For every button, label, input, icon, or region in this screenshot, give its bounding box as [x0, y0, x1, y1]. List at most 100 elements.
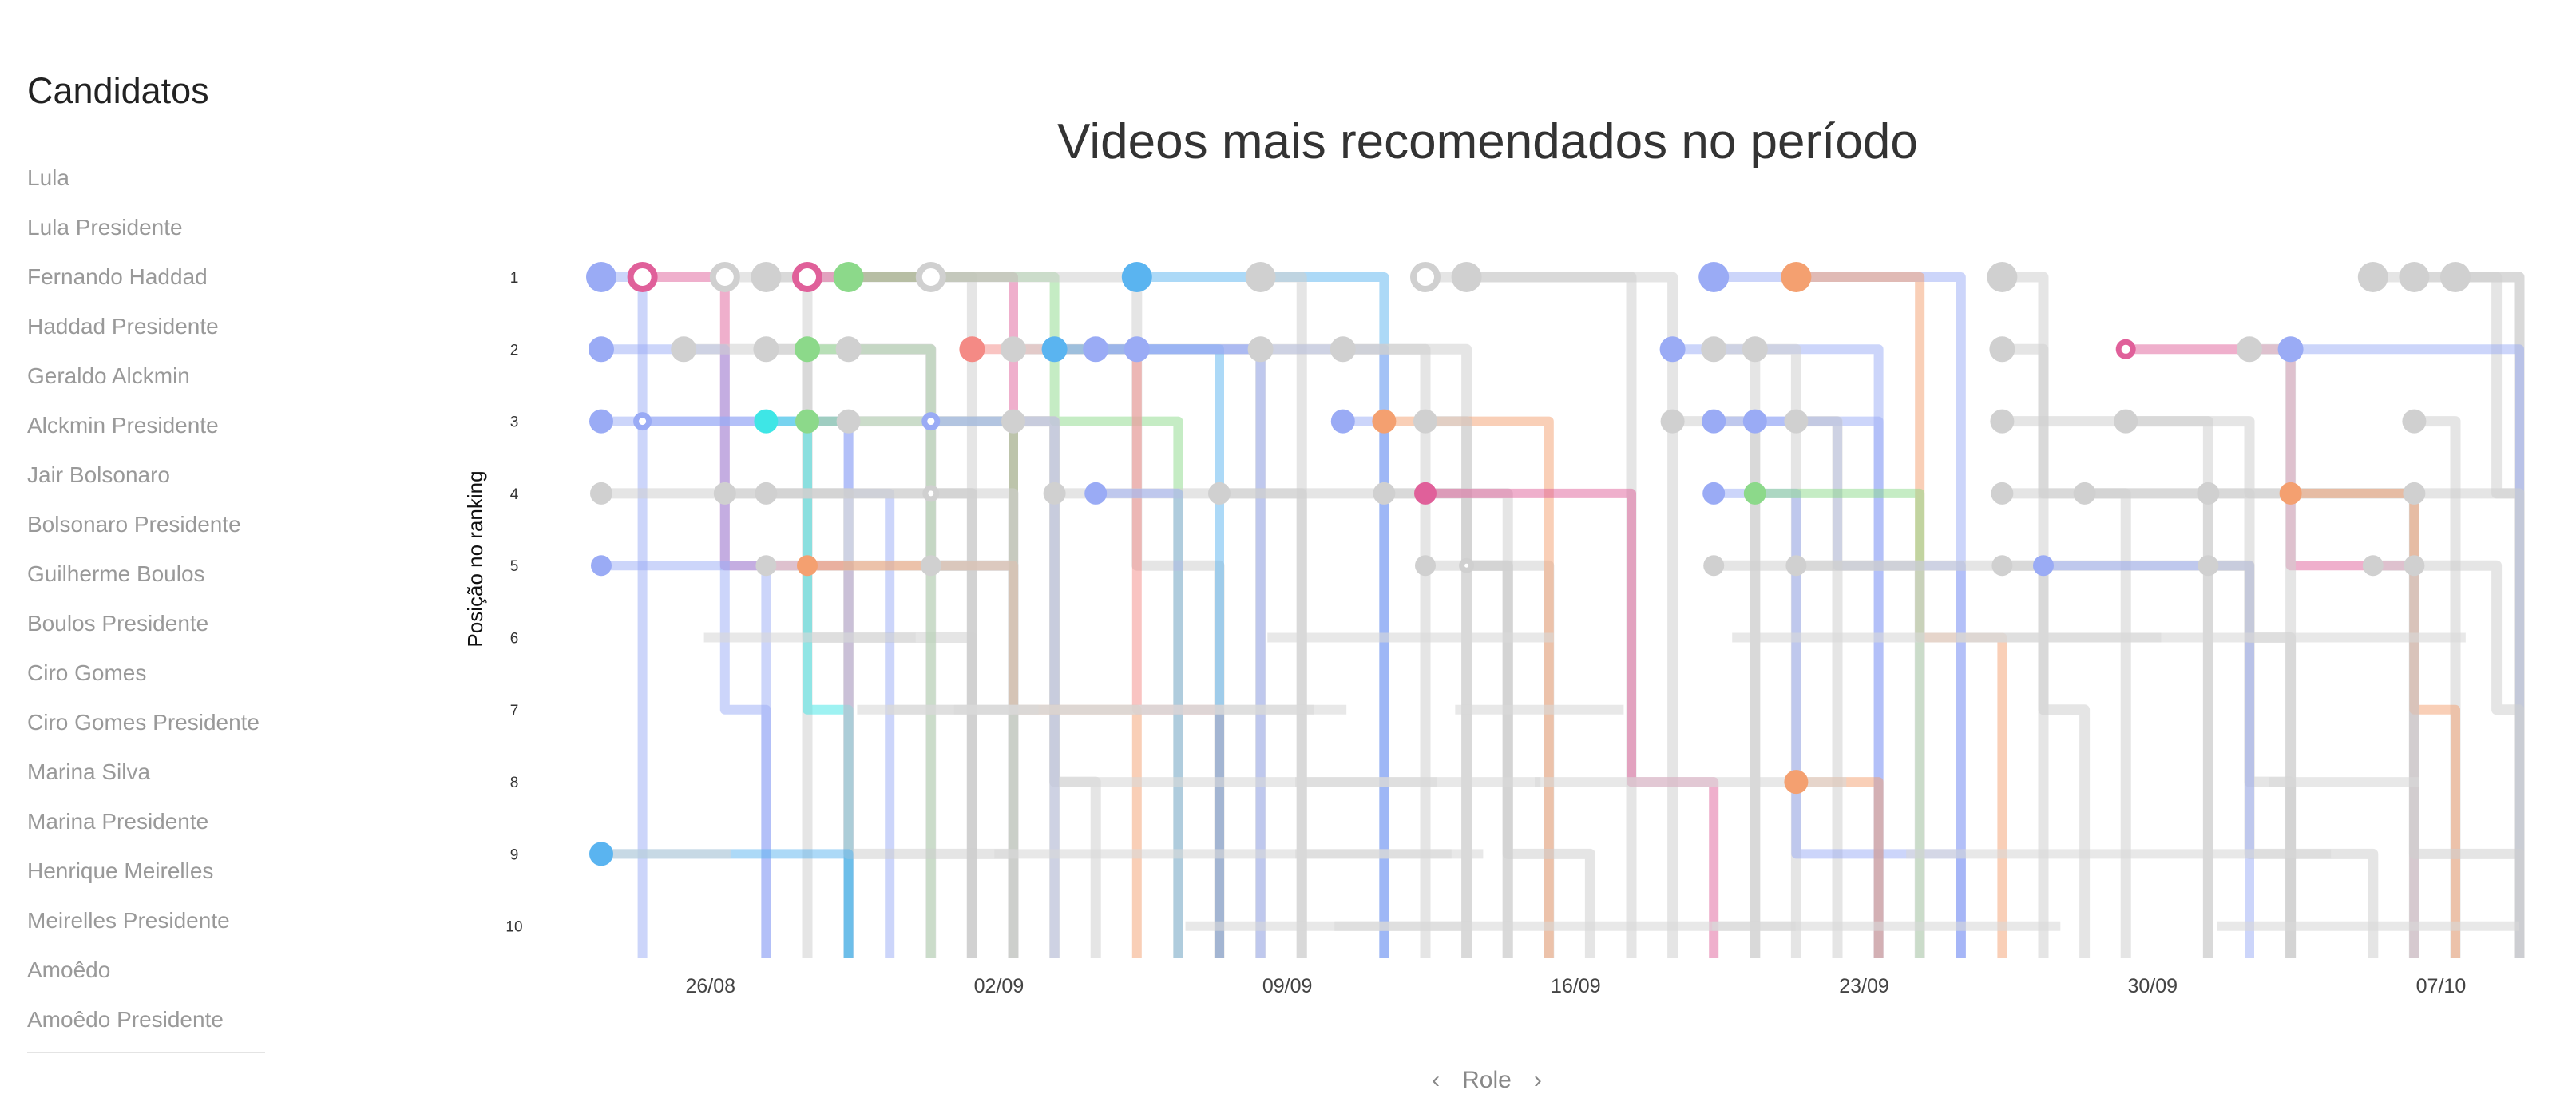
ranking-point[interactable]: [797, 555, 818, 577]
ranking-point-ring[interactable]: [633, 412, 652, 431]
ranking-point[interactable]: [671, 336, 697, 363]
ranking-point[interactable]: [1372, 409, 1397, 434]
candidate-item[interactable]: Guilherme Boulos: [27, 561, 205, 586]
ranking-point[interactable]: [2399, 262, 2430, 292]
candidate-item[interactable]: Marina Presidente: [27, 809, 209, 834]
ranking-point-ring[interactable]: [709, 262, 740, 292]
ranking-point[interactable]: [751, 262, 782, 292]
ranking-point[interactable]: [589, 336, 614, 363]
ranking-point[interactable]: [1330, 409, 1355, 434]
ranking-point[interactable]: [590, 482, 612, 505]
ranking-point[interactable]: [1991, 555, 2013, 577]
prev-button[interactable]: ‹: [1432, 1067, 1441, 1093]
ranking-point[interactable]: [1990, 409, 2015, 434]
candidate-item[interactable]: Lula Presidente: [27, 215, 183, 240]
pager-label[interactable]: Role: [1462, 1067, 1512, 1093]
ranking-point[interactable]: [1784, 770, 1809, 795]
ranking-point[interactable]: [2073, 482, 2096, 505]
ranking-point[interactable]: [2357, 262, 2388, 292]
ranking-point[interactable]: [1701, 336, 1727, 363]
candidate-item[interactable]: Lula: [27, 165, 69, 190]
ranking-point[interactable]: [1208, 482, 1231, 505]
ranking-point[interactable]: [1659, 336, 1686, 363]
ranking-point[interactable]: [1989, 336, 2015, 363]
ranking-point-ring[interactable]: [792, 262, 822, 292]
candidate-item[interactable]: Ciro Gomes: [27, 660, 147, 685]
ranking-point[interactable]: [753, 336, 779, 363]
candidate-item[interactable]: Ciro Gomes Presidente: [27, 710, 260, 735]
ranking-point[interactable]: [1660, 409, 1685, 434]
ranking-point[interactable]: [2279, 482, 2302, 505]
ranking-point[interactable]: [1001, 409, 1025, 434]
ranking-point[interactable]: [1373, 482, 1396, 505]
candidate-item[interactable]: Henrique Meirelles: [27, 858, 214, 883]
candidate-item[interactable]: Jair Bolsonaro: [27, 462, 170, 487]
ranking-point[interactable]: [836, 409, 861, 434]
ranking-point[interactable]: [2403, 482, 2426, 505]
candidate-item[interactable]: Alckmin Presidente: [27, 413, 219, 438]
ranking-point[interactable]: [589, 409, 613, 434]
ranking-point[interactable]: [1702, 482, 1726, 505]
ranking-point[interactable]: [2440, 262, 2471, 292]
ranking-point[interactable]: [2402, 409, 2427, 434]
ranking-point[interactable]: [2033, 555, 2054, 577]
ranking-point[interactable]: [755, 482, 778, 505]
ranking-point[interactable]: [835, 336, 862, 363]
candidate-item[interactable]: Fernando Haddad: [27, 264, 208, 289]
ranking-point[interactable]: [833, 262, 864, 292]
candidate-item[interactable]: Amoêdo: [27, 957, 111, 982]
ranking-point[interactable]: [1742, 336, 1768, 363]
ranking-point[interactable]: [2237, 336, 2262, 363]
ranking-point-ring[interactable]: [2115, 339, 2136, 359]
ranking-point-ring[interactable]: [915, 262, 946, 292]
ranking-point[interactable]: [1247, 336, 1274, 363]
ranking-point-ring[interactable]: [1459, 557, 1475, 573]
ranking-point[interactable]: [920, 555, 941, 577]
candidate-item[interactable]: Marina Silva: [27, 759, 151, 784]
ranking-point[interactable]: [1121, 262, 1152, 292]
ranking-point[interactable]: [1784, 409, 1809, 434]
ranking-point-ring[interactable]: [627, 262, 658, 292]
candidate-item[interactable]: Amoêdo Presidente: [27, 1007, 224, 1032]
ranking-point-ring[interactable]: [1410, 262, 1441, 292]
ranking-point[interactable]: [591, 555, 612, 577]
ranking-point[interactable]: [1041, 336, 1068, 363]
ranking-point[interactable]: [2277, 336, 2304, 363]
next-button[interactable]: ›: [1533, 1067, 1542, 1093]
ranking-point[interactable]: [2197, 482, 2220, 505]
candidate-item[interactable]: Haddad Presidente: [27, 314, 219, 339]
ranking-point[interactable]: [2404, 555, 2425, 577]
ranking-point[interactable]: [2114, 409, 2138, 434]
ranking-point[interactable]: [1083, 336, 1109, 363]
ranking-point[interactable]: [1698, 262, 1730, 292]
ranking-point[interactable]: [755, 555, 777, 577]
ranking-point[interactable]: [1084, 482, 1108, 505]
candidate-item[interactable]: Boulos Presidente: [27, 611, 209, 636]
ranking-point[interactable]: [1781, 262, 1812, 292]
candidate-item[interactable]: Bolsonaro Presidente: [27, 512, 241, 537]
ranking-point[interactable]: [1124, 336, 1150, 363]
ranking-point[interactable]: [2198, 555, 2219, 577]
ranking-point[interactable]: [1991, 482, 2014, 505]
ranking-point[interactable]: [959, 336, 985, 363]
ranking-point[interactable]: [1703, 555, 1725, 577]
ranking-point[interactable]: [1743, 482, 1766, 505]
ranking-point-ring[interactable]: [921, 412, 941, 431]
ranking-point[interactable]: [1330, 336, 1356, 363]
ranking-point[interactable]: [586, 262, 616, 292]
ranking-point[interactable]: [1702, 409, 1726, 434]
candidate-item[interactable]: Meirelles Presidente: [27, 908, 230, 933]
ranking-point[interactable]: [1415, 555, 1436, 577]
ranking-point[interactable]: [1413, 409, 1437, 434]
ranking-point[interactable]: [1043, 482, 1066, 505]
ranking-point[interactable]: [795, 336, 820, 363]
ranking-point[interactable]: [1451, 262, 1482, 292]
ranking-point[interactable]: [754, 409, 779, 434]
ranking-point[interactable]: [589, 842, 613, 866]
ranking-point[interactable]: [1001, 336, 1026, 363]
ranking-point[interactable]: [1742, 409, 1767, 434]
candidate-item[interactable]: Geraldo Alckmin: [27, 363, 190, 388]
ranking-point[interactable]: [713, 482, 736, 505]
ranking-point[interactable]: [1414, 482, 1437, 505]
ranking-point[interactable]: [1987, 262, 2018, 292]
